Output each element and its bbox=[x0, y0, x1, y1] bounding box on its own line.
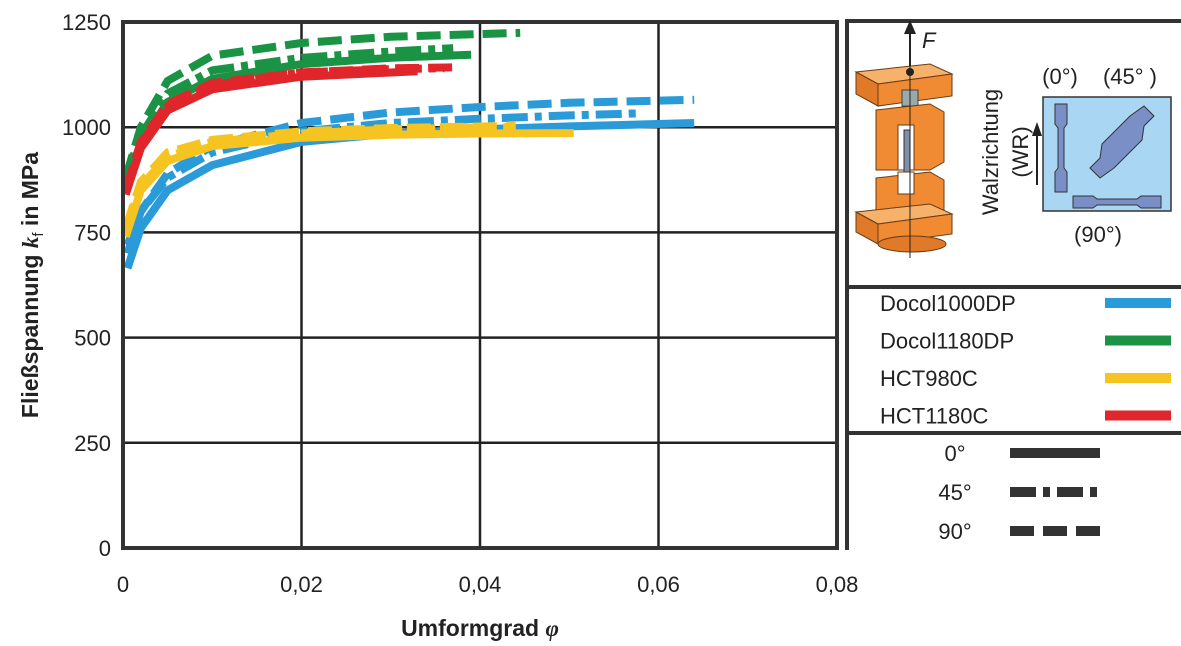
legend-label: 0° bbox=[944, 441, 965, 466]
x-tick-label: 0 bbox=[117, 572, 129, 597]
base bbox=[878, 236, 946, 252]
legend-swatch bbox=[1105, 411, 1171, 421]
force-label: F bbox=[922, 28, 937, 53]
legend-label: Docol1000DP bbox=[880, 291, 1016, 316]
inset-diagram: F Walzrichtung (WR) (0°) (45° ) (90°) bbox=[856, 20, 1171, 258]
rolling-direction-abbrev: (WR) bbox=[1008, 126, 1033, 177]
legend-label: HCT980C bbox=[880, 366, 978, 391]
angle-label: (45° ) bbox=[1103, 64, 1157, 89]
wr-arrowhead bbox=[1032, 122, 1042, 136]
y-tick-label: 1000 bbox=[62, 115, 111, 140]
legend-label: HCT1180C bbox=[880, 404, 989, 429]
y-axis-symbol: k bbox=[18, 236, 43, 248]
figure: Umformgrad φ Fließspannung kf in MPa F W… bbox=[0, 0, 1181, 646]
rolling-direction-label: Walzrichtung bbox=[978, 89, 1003, 215]
x-axis-symbol: φ bbox=[545, 616, 558, 641]
x-tick-label: 0,06 bbox=[637, 572, 680, 597]
x-tick-label: 0,04 bbox=[459, 572, 502, 597]
y-tick-label: 500 bbox=[74, 326, 111, 351]
legend-label: 45° bbox=[938, 480, 971, 505]
x-axis-label-text: Umformgrad bbox=[401, 615, 545, 641]
y-tick-label: 750 bbox=[74, 220, 111, 245]
legend-label: 90° bbox=[938, 519, 971, 544]
y-tick-label: 0 bbox=[99, 536, 111, 561]
x-tick-label: 0,02 bbox=[280, 572, 323, 597]
legend-swatch bbox=[1105, 336, 1171, 346]
x-tick-label: 0,08 bbox=[816, 572, 859, 597]
angle-label: (90°) bbox=[1074, 222, 1122, 247]
angle-label: (0°) bbox=[1042, 64, 1078, 89]
legend-swatch bbox=[1105, 298, 1171, 308]
y-tick-label: 250 bbox=[74, 431, 111, 456]
y-axis-label-text: Fließspannung bbox=[17, 248, 43, 418]
legend-swatch bbox=[1105, 373, 1171, 383]
legend-label: Docol1180DP bbox=[880, 329, 1014, 354]
y-axis-label: Fließspannung kf in MPa bbox=[17, 152, 47, 418]
y-axis-unit: in MPa bbox=[17, 152, 43, 233]
x-axis-label: Umformgrad φ bbox=[401, 615, 559, 641]
y-tick-label: 1250 bbox=[62, 10, 111, 35]
grip-slot bbox=[898, 172, 914, 194]
